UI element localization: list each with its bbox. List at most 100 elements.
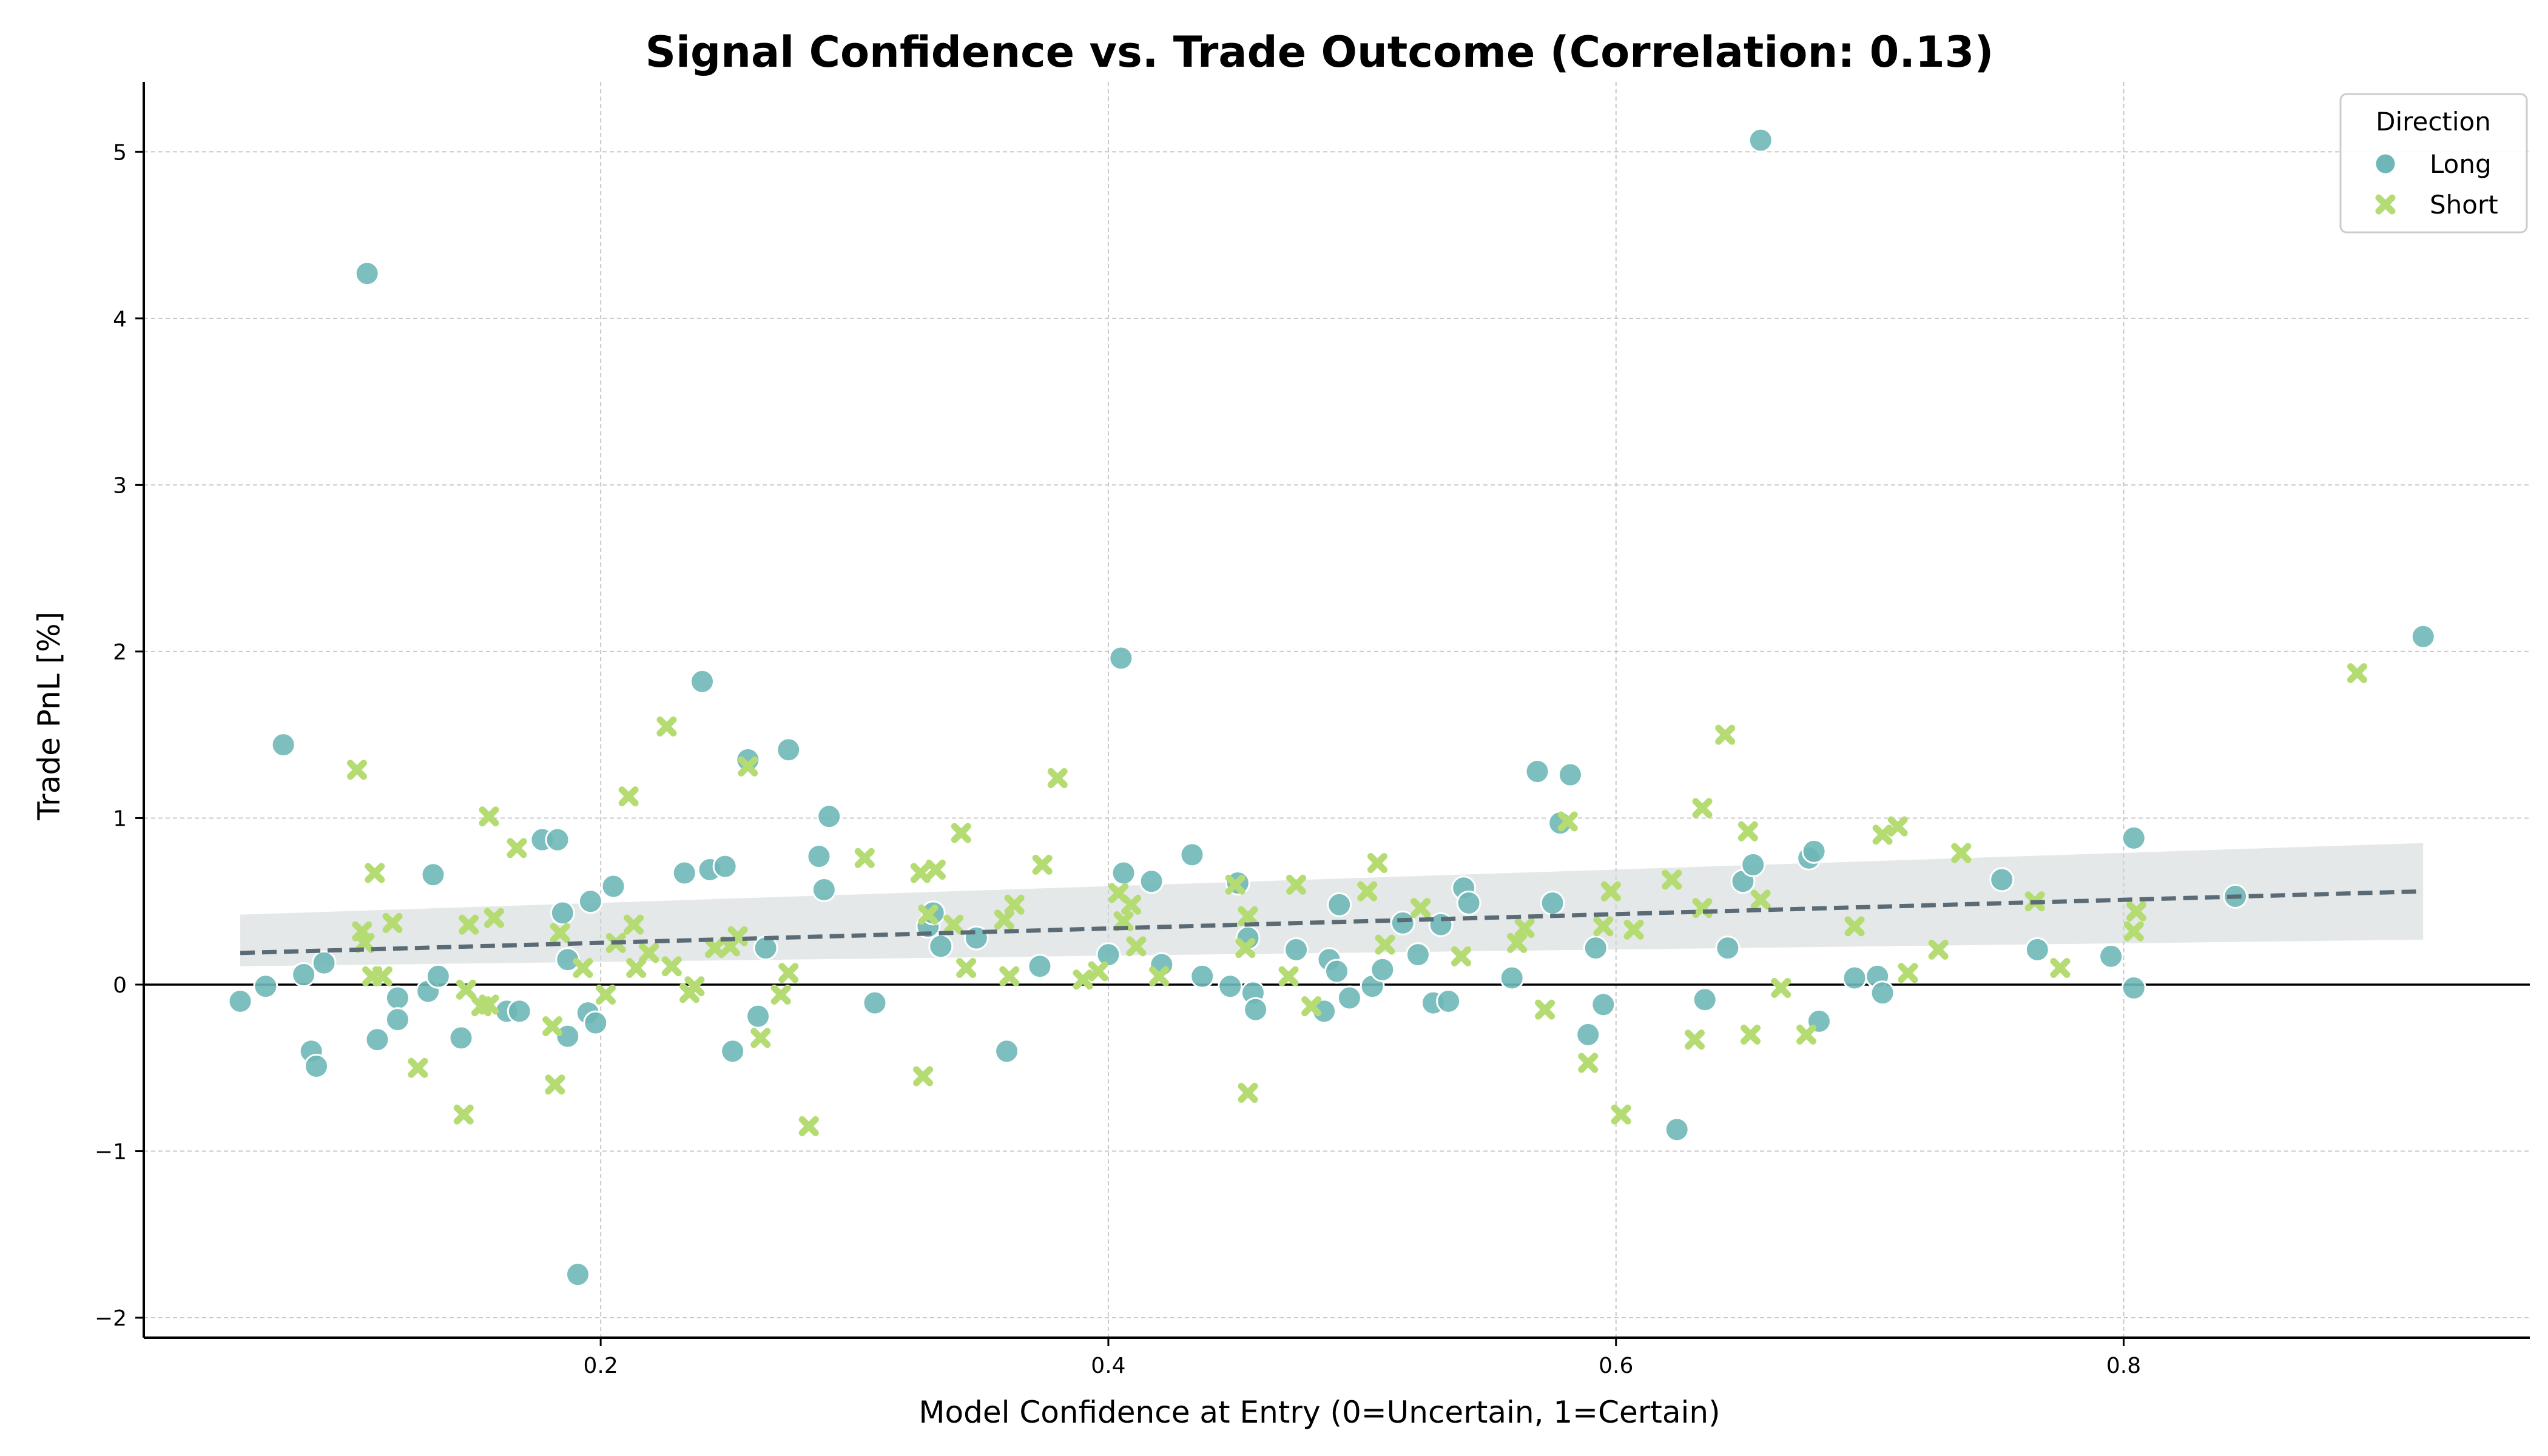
y-tick-label: −1	[95, 1140, 127, 1165]
short-point	[943, 914, 964, 935]
long-point	[2024, 937, 2050, 962]
short-point	[1593, 916, 1614, 937]
short-point	[750, 1028, 771, 1048]
long-point	[1436, 988, 1461, 1014]
short-point	[1451, 946, 1472, 966]
legend-long-marker	[2374, 152, 2397, 175]
short-point	[1951, 843, 1972, 863]
long-point	[1324, 959, 1349, 984]
short-point	[459, 914, 479, 935]
long-point	[1540, 890, 1565, 915]
short-point	[408, 1057, 428, 1078]
short-point	[1771, 977, 1791, 998]
long-point	[304, 1054, 329, 1079]
short-point	[1796, 1024, 1817, 1045]
short-point	[704, 938, 725, 959]
long-point	[1456, 890, 1481, 915]
long-point	[1525, 759, 1550, 784]
long-point	[507, 999, 532, 1024]
short-point	[999, 966, 1020, 986]
long-point	[1111, 860, 1136, 886]
long-point	[1179, 842, 1205, 868]
long-point	[583, 1010, 608, 1036]
chart-title: Signal Confidence vs. Trade Outcome (Cor…	[645, 27, 1994, 77]
long-point	[776, 737, 801, 763]
long-point	[385, 985, 410, 1011]
long-point	[720, 1039, 746, 1064]
short-point	[956, 958, 977, 979]
long-point	[1692, 987, 1717, 1013]
short-point	[1600, 881, 1621, 902]
short-point	[1410, 898, 1431, 918]
long-point	[672, 860, 697, 886]
short-point	[550, 923, 570, 943]
long-point	[1218, 974, 1243, 999]
short-point	[1887, 816, 1908, 837]
long-point	[1428, 912, 1454, 937]
short-point	[738, 756, 758, 777]
short-point	[1375, 934, 1395, 955]
y-tick-label: −2	[95, 1306, 127, 1331]
short-point	[624, 914, 644, 935]
short-point	[1149, 966, 1170, 986]
short-point	[1301, 996, 1322, 1017]
short-point	[1557, 811, 1578, 832]
x-tick-label: 0.4	[1091, 1353, 1125, 1378]
short-point	[346, 760, 367, 780]
short-point	[1004, 894, 1025, 915]
long-point	[1027, 954, 1053, 979]
short-point	[2126, 901, 2146, 922]
short-point	[484, 908, 504, 928]
short-point	[1238, 906, 1258, 926]
short-point	[798, 1116, 819, 1136]
short-point	[1278, 966, 1299, 986]
long-point	[817, 804, 842, 829]
long-point	[311, 950, 337, 976]
short-point	[1225, 874, 1245, 895]
short-point	[1662, 869, 1682, 890]
short-point	[545, 1074, 565, 1095]
short-point	[1514, 918, 1535, 939]
data-points	[228, 127, 2436, 1287]
short-point	[365, 863, 385, 883]
y-tick-label: 4	[113, 307, 127, 332]
short-point	[1750, 889, 1771, 910]
long-point	[1557, 762, 1583, 787]
long-point	[1243, 997, 1269, 1022]
short-point	[453, 1104, 474, 1125]
short-point	[1507, 932, 1528, 953]
legend-short-marker	[2375, 194, 2396, 215]
legend: Direction Long Short	[2339, 93, 2528, 234]
short-point	[1126, 936, 1147, 957]
short-point	[1684, 1030, 1705, 1050]
short-point	[1235, 938, 1256, 959]
short-point	[1238, 1082, 1258, 1103]
short-point	[595, 984, 616, 1005]
short-point	[479, 806, 499, 827]
short-point	[1872, 824, 1893, 845]
legend-long-label: Long	[2430, 149, 2492, 179]
short-point	[1286, 874, 1307, 895]
long-point	[578, 889, 603, 914]
long-point	[1370, 957, 1395, 982]
short-point	[382, 912, 403, 933]
short-point	[1088, 961, 1108, 982]
grid	[144, 82, 2530, 1338]
long-point	[2121, 825, 2146, 851]
x-axis-label: Model Confidence at Entry (0=Uncertain, …	[918, 1395, 1720, 1430]
short-point	[2050, 958, 2071, 979]
long-point	[448, 1025, 474, 1051]
short-point	[1535, 999, 1555, 1020]
long-point	[291, 962, 317, 988]
long-point	[2098, 943, 2124, 969]
long-point	[253, 974, 278, 999]
short-point	[1357, 881, 1378, 902]
long-point	[228, 988, 253, 1014]
long-point	[1405, 942, 1431, 968]
short-point	[1692, 798, 1713, 818]
short-point	[1928, 939, 1949, 960]
long-point	[1664, 1117, 1690, 1142]
short-point	[507, 838, 527, 858]
long-point	[545, 827, 570, 852]
short-point	[2123, 921, 2144, 942]
